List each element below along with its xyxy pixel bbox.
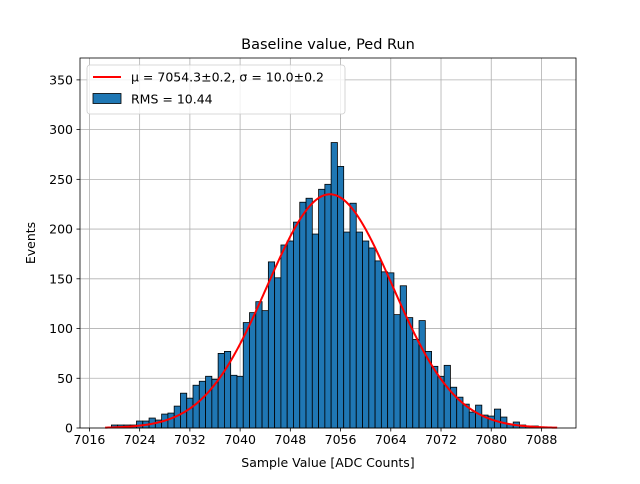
histogram-bar <box>437 375 445 429</box>
histogram-bar <box>267 261 276 429</box>
legend: μ = 7054.3±0.2, σ = 10.0±0.2 RMS = 10.44 <box>86 64 346 115</box>
x-tick-label: 7024 <box>124 432 156 447</box>
x-tick-label: 7048 <box>274 432 306 447</box>
histogram-bar <box>355 231 363 429</box>
histogram-bar <box>468 411 476 429</box>
histogram-bar <box>293 221 301 429</box>
histogram-bar <box>443 364 451 429</box>
histogram-bar <box>311 233 319 429</box>
x-tick-label: 7080 <box>475 432 507 447</box>
histogram-bar <box>236 375 244 429</box>
axes-frame <box>79 57 577 429</box>
gaussian-fit-curve <box>105 193 558 429</box>
histogram-bar <box>374 260 382 429</box>
histogram-bar <box>255 301 263 429</box>
x-tick-label: 7032 <box>174 432 206 447</box>
y-tick-label: 100 <box>49 321 73 336</box>
y-tick-label: 50 <box>57 371 73 386</box>
histogram-bar <box>349 202 357 429</box>
x-tick-label: 7088 <box>526 432 558 447</box>
histogram-bar <box>167 412 175 429</box>
histogram-bar <box>431 365 439 429</box>
x-tick-label: 7072 <box>425 432 457 447</box>
histogram-bar <box>406 317 414 429</box>
x-axis-label: Sample Value [ADC Counts] <box>241 455 414 470</box>
histogram-bar <box>324 183 332 429</box>
histogram-bar <box>305 197 313 429</box>
y-tick-label: 300 <box>49 122 73 137</box>
histogram-bar <box>280 244 288 429</box>
histogram-bar <box>362 240 370 429</box>
histogram-bar <box>261 310 269 429</box>
legend-fit-mu: μ = 7054.3±0.2 <box>131 70 231 85</box>
histogram-bar <box>230 374 238 429</box>
histogram-bar <box>242 322 250 429</box>
histogram-bar <box>299 201 307 429</box>
legend-box <box>86 64 346 115</box>
x-tick-label: 7040 <box>224 432 256 447</box>
legend-fit-label: μ = 7054.3±0.2, σ = 10.0±0.2 <box>131 70 324 85</box>
histogram-bar <box>368 247 376 429</box>
histogram-bar <box>475 404 483 429</box>
histogram-bar <box>330 142 338 429</box>
x-tick-label: 7064 <box>375 432 407 447</box>
histogram-bar <box>318 188 326 429</box>
legend-histogram-label: RMS = 10.44 <box>131 92 213 107</box>
x-axis-ticks: 7016 7024 7032 7040 7048 7056 7064 7072 7080 7088 <box>74 428 558 447</box>
histogram-bar <box>337 166 345 429</box>
y-axis-label: Events <box>23 222 38 264</box>
histogram-bar <box>249 312 257 429</box>
histogram-bar <box>493 408 502 429</box>
y-tick-label: 0 <box>65 421 73 436</box>
legend-histogram-swatch <box>92 93 122 104</box>
legend-fit-separator: , <box>231 70 239 85</box>
histogram-bar <box>343 231 351 429</box>
histogram-bar <box>205 375 213 429</box>
x-tick-label: 7016 <box>74 432 106 447</box>
chart-title: Baseline value, Ped Run <box>241 37 415 53</box>
histogram-bar <box>217 353 225 429</box>
histogram-bar <box>186 397 194 429</box>
histogram-bar <box>418 320 426 429</box>
y-tick-label: 250 <box>49 172 73 187</box>
histogram-bar <box>387 272 395 429</box>
y-tick-label: 350 <box>49 72 73 87</box>
histogram-bar <box>393 314 401 429</box>
x-tick-label: 7056 <box>325 432 357 447</box>
y-axis-ticks: 0 50 100 150 200 250 300 350 <box>49 72 80 436</box>
y-tick-label: 200 <box>49 222 73 237</box>
histogram-bar <box>274 277 282 429</box>
legend-fit-sigma: σ = 10.0±0.2 <box>239 70 324 85</box>
y-tick-label: 150 <box>49 271 73 286</box>
histogram-bar <box>412 339 420 429</box>
histogram-bar <box>380 271 389 429</box>
histogram-bar <box>198 380 206 429</box>
histogram-bar <box>286 240 294 429</box>
